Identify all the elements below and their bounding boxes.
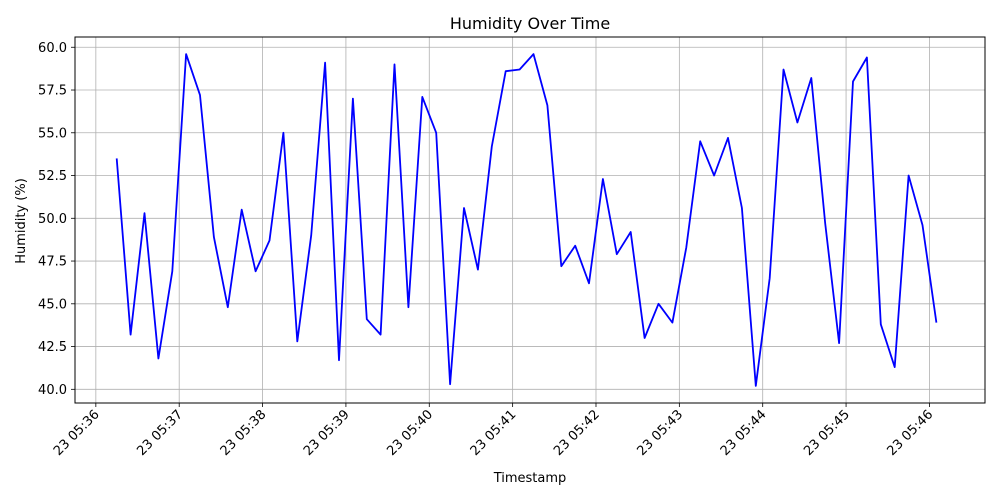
x-tick-label: 23 05:44 (718, 407, 770, 459)
y-tick-label: 50.0 (38, 212, 67, 227)
plot-frame (74, 36, 986, 404)
x-tick-label: 23 05:38 (218, 407, 270, 459)
y-axis-label: Humidity (%) (14, 178, 29, 264)
y-tick-label: 40.0 (38, 383, 67, 398)
y-tick-label: 55.0 (38, 126, 67, 141)
y-tick-label: 52.5 (38, 169, 67, 184)
x-tick-label: 23 05:46 (885, 407, 937, 459)
x-tick-label: 23 05:37 (134, 407, 186, 459)
y-tick-label: 42.5 (38, 340, 67, 355)
x-tick-label: 23 05:39 (301, 407, 353, 459)
x-tick-label: 23 05:42 (551, 407, 603, 459)
x-tick-label: 23 05:41 (468, 407, 520, 459)
x-tick-label: 23 05:43 (634, 407, 686, 459)
x-tick-label: 23 05:36 (51, 407, 103, 459)
x-tick-label: 23 05:40 (384, 407, 436, 459)
y-tick-label: 45.0 (38, 297, 67, 312)
y-axis: 40.0 42.5 45.0 47.5 50.0 52.5 55.0 57.5 60.0 (38, 41, 75, 398)
x-axis-label: Timestamp (493, 471, 567, 486)
chart-title: Humidity Over Time (450, 14, 610, 33)
y-tick-label: 60.0 (38, 41, 67, 56)
x-tick-label: 23 05:45 (801, 407, 853, 459)
y-tick-label: 57.5 (38, 84, 67, 99)
y-tick-label: 47.5 (38, 255, 67, 270)
humidity-series-line (115, 53, 938, 387)
x-axis: 23 05:36 23 05:37 23 05:38 23 05:39 23 05:40… (51, 403, 936, 459)
